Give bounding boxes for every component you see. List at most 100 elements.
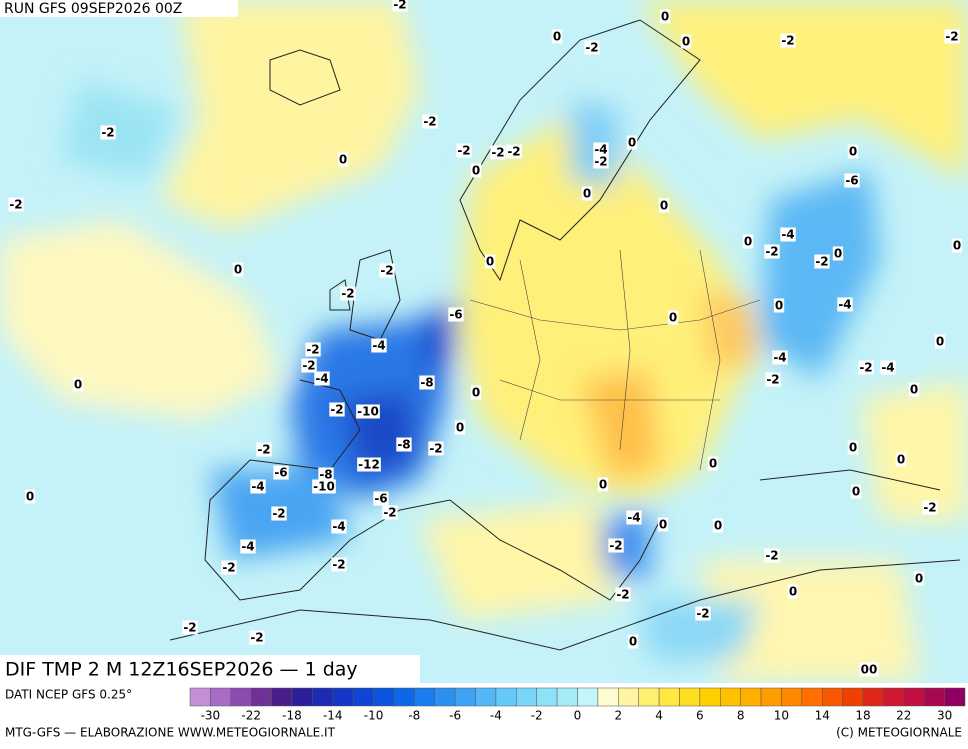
map-label-bg xyxy=(832,246,844,261)
colorbar-tick-label: -2 xyxy=(531,709,543,723)
map-label: -4 xyxy=(594,143,607,157)
map-label-bg xyxy=(357,457,381,472)
map-label-bg xyxy=(944,29,960,44)
map-label: 0 xyxy=(234,263,242,277)
map-label-bg xyxy=(470,163,482,178)
colorbar-box xyxy=(801,687,823,707)
map-label-bg xyxy=(428,441,444,456)
map-label: 0 xyxy=(339,153,347,167)
map-label: -2 xyxy=(585,41,598,55)
map-label: 0 xyxy=(456,421,464,435)
map-label-bg xyxy=(24,489,36,504)
colorbar-box xyxy=(516,687,537,707)
colorbar-box xyxy=(577,687,599,707)
map-label-bg xyxy=(182,620,198,635)
colorbar-box xyxy=(352,687,374,707)
colorbar-box xyxy=(903,687,925,707)
map-label: 0 xyxy=(744,235,752,249)
map-label: 0 xyxy=(897,453,905,467)
map-label: 0 xyxy=(26,490,34,504)
map-label-bg xyxy=(448,307,464,322)
colorbar-tick-label: -22 xyxy=(241,709,261,723)
map-label: -4 xyxy=(241,540,254,554)
map-label: 0 xyxy=(852,485,860,499)
map-label-bg xyxy=(240,539,256,554)
map-label-bg xyxy=(659,9,671,24)
map-label-bg xyxy=(8,197,24,212)
map-label-bg xyxy=(392,0,408,12)
colorbar: -30 -22 -18 -14 -10 -8 -6 -4 -2 0 2 4 6 8 10 14 18 22 30 xyxy=(189,687,966,723)
map-label-bg xyxy=(373,491,389,506)
map-label: -2 xyxy=(616,588,629,602)
map-label-bg xyxy=(695,606,711,621)
map-label: -6 xyxy=(274,466,287,480)
map-label-bg xyxy=(271,506,287,521)
colorbar-box xyxy=(291,687,313,707)
map-label: -10 xyxy=(357,405,379,419)
map-label-bg xyxy=(764,548,780,563)
map-label-bg xyxy=(772,350,788,365)
colorbar-box xyxy=(434,687,456,707)
colorbar-box xyxy=(332,687,354,707)
map-label-bg xyxy=(680,34,692,49)
map-label: -4 xyxy=(881,361,894,375)
colorbar-box xyxy=(414,687,435,707)
map-label: -2 xyxy=(766,373,779,387)
colorbar-box xyxy=(495,687,517,707)
colorbar-box xyxy=(821,687,843,707)
map-label: 0 xyxy=(74,378,82,392)
map-label: -2 xyxy=(302,359,315,373)
map-label-bg xyxy=(847,144,859,159)
map-label-bg xyxy=(780,33,796,48)
map-label-bg xyxy=(584,40,600,55)
map-label-bg xyxy=(847,440,859,455)
map-label-bg xyxy=(858,360,874,375)
colorbar-box xyxy=(760,687,782,707)
map-label: -2 xyxy=(507,145,520,159)
map-label: -2 xyxy=(945,30,958,44)
colorbar-box xyxy=(189,687,211,707)
colorbar-box xyxy=(475,687,497,707)
colorbar-box xyxy=(740,687,762,707)
map-label-bg xyxy=(859,662,879,677)
colorbar-tick-label: 2 xyxy=(614,709,622,723)
map-label: 0 xyxy=(629,635,637,649)
map-label-bg xyxy=(615,587,631,602)
map-label: 0 xyxy=(669,311,677,325)
colorbar-box xyxy=(679,687,701,707)
map-label: -8 xyxy=(397,438,410,452)
map-label-bg xyxy=(356,404,380,419)
map-label: -12 xyxy=(358,458,380,472)
map-label: -4 xyxy=(315,372,328,386)
map-label-bg xyxy=(844,173,860,188)
colorbar-tick-label: 0 xyxy=(574,709,582,723)
map-label-bg xyxy=(100,125,116,140)
map-label-bg xyxy=(765,372,781,387)
map-label-bg xyxy=(597,477,609,492)
colorbar-box xyxy=(618,687,639,707)
map-label-bg xyxy=(456,143,472,158)
map-label-bg xyxy=(581,186,593,201)
map-label-bg xyxy=(371,338,387,353)
map-label: -2 xyxy=(393,0,406,12)
map-label: -2 xyxy=(609,539,622,553)
map-label: -2 xyxy=(183,621,196,635)
map-label-bg xyxy=(593,142,609,157)
map-label-bg xyxy=(773,298,785,313)
colorbar-tick-label: -8 xyxy=(408,709,420,723)
map-label-bg xyxy=(340,286,356,301)
colorbar-tick-label: -10 xyxy=(364,709,384,723)
map-label: -4 xyxy=(332,520,345,534)
map-label: 0 xyxy=(583,187,591,201)
map-label-bg xyxy=(551,29,563,44)
colorbar-box xyxy=(597,687,619,707)
colorbar-box xyxy=(393,687,415,707)
title-box xyxy=(0,655,420,683)
map-label: 0 xyxy=(472,386,480,400)
map-title: DIF TMP 2 M 12Z16SEP2026 — 1 day xyxy=(5,659,358,681)
map-label-bg xyxy=(626,135,638,150)
map-label: 0 xyxy=(472,164,480,178)
colorbar-tick-label: 8 xyxy=(737,709,745,723)
map-label: -2 xyxy=(380,264,393,278)
map-label: 0 xyxy=(661,10,669,24)
